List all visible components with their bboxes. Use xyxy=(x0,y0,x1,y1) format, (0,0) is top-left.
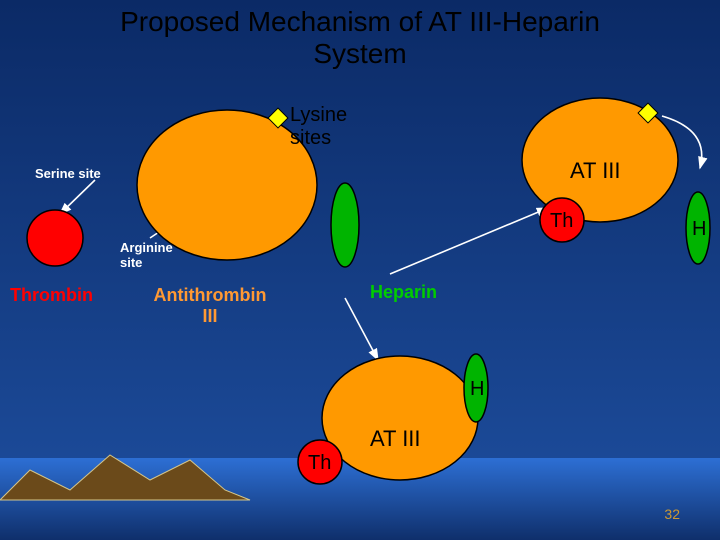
label-thrombin: Thrombin xyxy=(10,285,93,306)
title-line1: Proposed Mechanism of AT III-Heparin xyxy=(0,6,720,38)
label-serine_site: Serine site xyxy=(35,166,101,181)
label-arginine_site: Arginine site xyxy=(120,240,173,270)
slide-title: Proposed Mechanism of AT III-Heparin Sys… xyxy=(0,6,720,70)
heparin-ellipse xyxy=(331,183,359,267)
label-h_b: H xyxy=(470,378,484,401)
arrow-to-complex-bottom xyxy=(345,298,378,360)
label-th_b: Th xyxy=(308,452,331,475)
at3-bottom-ellipse xyxy=(322,356,478,480)
thrombin-ellipse xyxy=(27,210,83,266)
label-th_r: Th xyxy=(550,210,573,233)
label-lysine_sites: Lysine sites xyxy=(290,104,347,150)
label-at3_r: AT III xyxy=(570,158,621,184)
label-heparin: Heparin xyxy=(370,282,437,303)
diagram-shapes xyxy=(0,0,720,540)
slide: Proposed Mechanism of AT III-Heparin Sys… xyxy=(0,0,720,540)
title-line2: System xyxy=(0,38,720,70)
arrow-serine xyxy=(60,180,95,214)
label-h_r: H xyxy=(692,218,706,241)
label-at3_b: AT III xyxy=(370,426,421,452)
label-antithrombin: Antithrombin III xyxy=(130,285,290,327)
slide-number: 32 xyxy=(664,506,680,522)
arrow-to-complex-right xyxy=(390,208,548,274)
